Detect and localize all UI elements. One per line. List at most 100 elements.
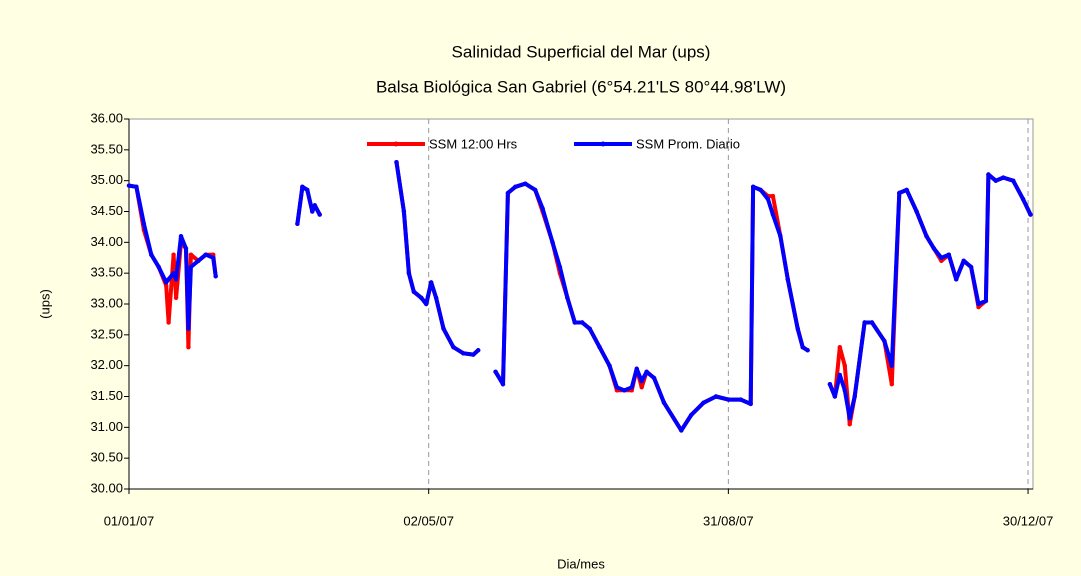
- data-point: [149, 252, 154, 257]
- data-point: [565, 295, 570, 301]
- legend-label: SSM Prom. Diario: [636, 136, 740, 151]
- data-point: [513, 184, 518, 190]
- data-point: [785, 277, 791, 282]
- data-point: [461, 351, 466, 356]
- legend-marker: [393, 141, 399, 147]
- data-point: [795, 326, 800, 331]
- data-point: [629, 385, 634, 390]
- data-point: [171, 252, 176, 257]
- data-point: [869, 320, 875, 325]
- data-point: [847, 422, 852, 427]
- data-point: [550, 240, 555, 245]
- data-point: [651, 375, 657, 381]
- data-point: [924, 233, 929, 239]
- data-point: [842, 388, 847, 393]
- data-point: [661, 400, 667, 405]
- data-point: [493, 369, 498, 375]
- y-tick-label: 35.00: [90, 172, 123, 187]
- data-point: [939, 255, 944, 260]
- data-point: [126, 183, 132, 188]
- data-point: [993, 178, 999, 183]
- data-point: [1001, 175, 1006, 180]
- data-point: [203, 252, 208, 257]
- data-point: [889, 363, 895, 368]
- data-point: [946, 252, 951, 257]
- data-point: [726, 397, 731, 402]
- data-point: [171, 270, 176, 276]
- x-tick-label: 31/08/07: [703, 513, 754, 528]
- data-point: [188, 252, 194, 257]
- data-point: [433, 295, 439, 301]
- data-point: [597, 344, 602, 350]
- data-point: [173, 295, 179, 301]
- data-point: [471, 352, 476, 357]
- data-point: [986, 172, 991, 177]
- data-point: [523, 181, 528, 186]
- y-axis-label: (ups): [37, 289, 52, 319]
- y-tick-label: 36.00: [90, 110, 123, 125]
- data-point: [211, 255, 216, 260]
- y-tick-label: 31.50: [90, 388, 123, 403]
- data-point: [889, 381, 895, 387]
- data-point: [424, 301, 429, 307]
- chart-title: Salinidad Superficial del Mar (ups): [452, 42, 711, 61]
- data-point: [882, 338, 887, 344]
- data-point: [134, 184, 139, 190]
- data-point: [476, 348, 481, 353]
- data-point: [166, 277, 171, 282]
- data-point: [701, 400, 706, 405]
- data-point: [961, 258, 966, 264]
- data-point: [572, 320, 578, 325]
- data-point: [832, 394, 838, 399]
- data-point: [862, 320, 867, 325]
- data-point: [540, 206, 545, 211]
- data-point: [827, 381, 833, 387]
- data-point: [644, 369, 649, 375]
- data-point: [419, 295, 424, 301]
- data-point: [310, 209, 315, 214]
- data-point: [186, 326, 191, 331]
- data-point: [847, 415, 852, 421]
- data-point: [295, 221, 300, 227]
- data-point: [805, 348, 810, 353]
- data-point: [317, 212, 322, 217]
- data-point: [738, 397, 743, 402]
- data-point: [914, 209, 919, 214]
- data-point: [968, 264, 974, 270]
- data-point: [750, 184, 756, 190]
- x-axis-label: Dia/mes: [557, 556, 605, 571]
- data-point: [505, 190, 511, 196]
- data-point: [679, 428, 684, 433]
- legend-label: SSM 12:00 Hrs: [429, 136, 518, 151]
- data-point: [800, 344, 805, 350]
- y-tick-label: 32.00: [90, 357, 123, 372]
- data-point: [532, 187, 538, 193]
- data-point: [183, 246, 189, 251]
- data-point: [163, 280, 169, 285]
- y-tick-label: 34.00: [90, 234, 123, 249]
- data-point: [186, 344, 191, 350]
- y-tick-label: 34.50: [90, 203, 123, 218]
- data-point: [500, 381, 506, 387]
- data-point: [837, 372, 843, 378]
- y-tick-label: 30.00: [90, 480, 123, 495]
- data-point: [188, 264, 194, 270]
- y-tick-label: 33.00: [90, 295, 123, 310]
- y-tick-label: 31.00: [90, 419, 123, 434]
- data-point: [931, 246, 937, 251]
- data-point: [622, 388, 627, 393]
- data-point: [312, 203, 317, 208]
- x-tick-label: 30/12/07: [1003, 513, 1054, 528]
- data-point: [213, 274, 218, 279]
- data-point: [141, 221, 147, 227]
- data-point: [852, 394, 857, 399]
- data-point: [196, 258, 201, 264]
- data-point: [428, 280, 434, 285]
- data-point: [639, 378, 644, 384]
- data-point: [557, 264, 563, 270]
- data-point: [976, 304, 981, 310]
- data-point: [401, 209, 407, 214]
- data-point: [976, 301, 981, 307]
- data-point: [939, 258, 944, 264]
- data-point: [689, 412, 694, 418]
